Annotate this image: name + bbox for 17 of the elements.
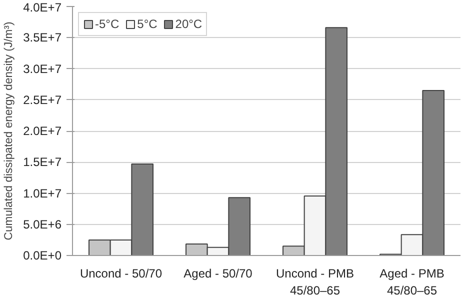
y-tick-label: 1.5E+7 — [23, 155, 62, 170]
y-tick-label: 2.5E+7 — [23, 92, 62, 107]
y-axis-title: Cumulated dissipated energy density (J/m³) — [3, 22, 16, 240]
y-tick-label: 3.0E+7 — [23, 62, 62, 76]
y-tick-label: 5.0E+6 — [23, 217, 62, 232]
y-tick-label: 2.0E+7 — [23, 124, 62, 138]
y-tick-label: 1.0E+7 — [23, 186, 62, 200]
x-tick-label: Aged - PMB 45/80–65 — [380, 266, 444, 298]
y-tick-label: 0.0E+0 — [23, 248, 62, 262]
x-tick-label: Aged - 50/70 — [184, 266, 253, 280]
y-tick-label: 3.5E+7 — [23, 30, 62, 45]
y-tick-label: 4.0E+7 — [23, 0, 62, 14]
legend-label: 20°C — [175, 17, 202, 31]
legend-label: 5°C — [137, 17, 158, 31]
x-tick-label: Uncond - PMB 45/80–65 — [276, 266, 354, 298]
legend-label: -5°C — [95, 17, 120, 31]
x-tick-label: Uncond - 50/70 — [80, 266, 162, 280]
